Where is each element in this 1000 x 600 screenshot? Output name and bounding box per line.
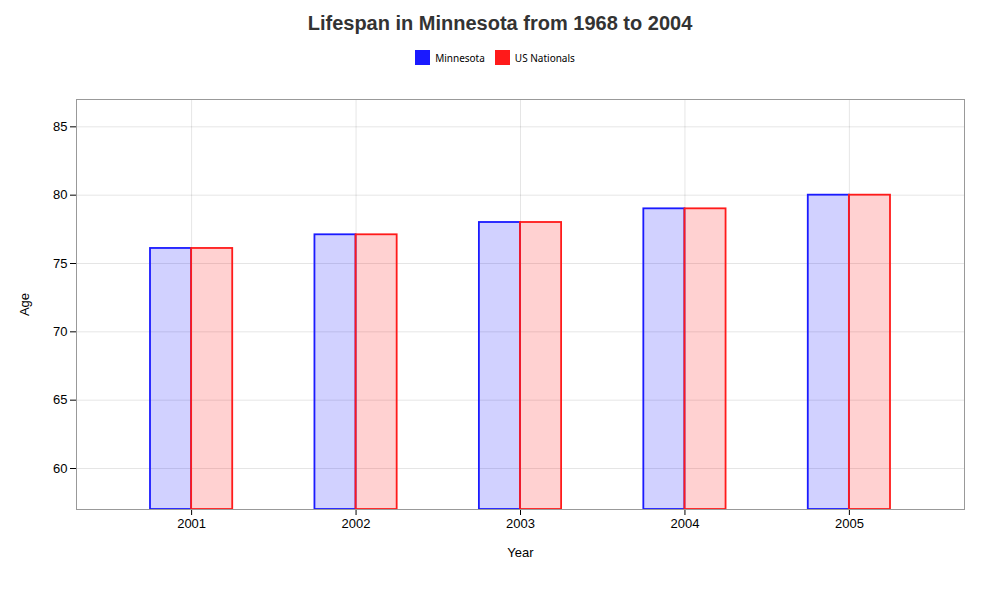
html-text:US Nationals: US Nationals bbox=[514, 50, 575, 65]
svg-text:2001: 2001 bbox=[177, 516, 206, 531]
svg-text:Age: Age bbox=[17, 293, 32, 316]
svg-text:65: 65 bbox=[53, 392, 67, 407]
svg-text:80: 80 bbox=[53, 187, 67, 202]
svg-text:70: 70 bbox=[53, 324, 67, 339]
svg-text:60: 60 bbox=[53, 461, 67, 476]
svg-text:2003: 2003 bbox=[506, 516, 535, 531]
svg-text:75: 75 bbox=[53, 256, 67, 271]
svg-text:85: 85 bbox=[53, 119, 67, 134]
html-text:Minnesota: Minnesota bbox=[435, 50, 485, 65]
html-text:Lifespan in Minnesota from 196: Lifespan in Minnesota from 1968 to 2004 bbox=[307, 12, 693, 34]
svg-text:2005: 2005 bbox=[835, 516, 864, 531]
svg-text:Year: Year bbox=[507, 545, 534, 560]
svg-text:2002: 2002 bbox=[342, 516, 371, 531]
svg-text:2004: 2004 bbox=[670, 516, 699, 531]
